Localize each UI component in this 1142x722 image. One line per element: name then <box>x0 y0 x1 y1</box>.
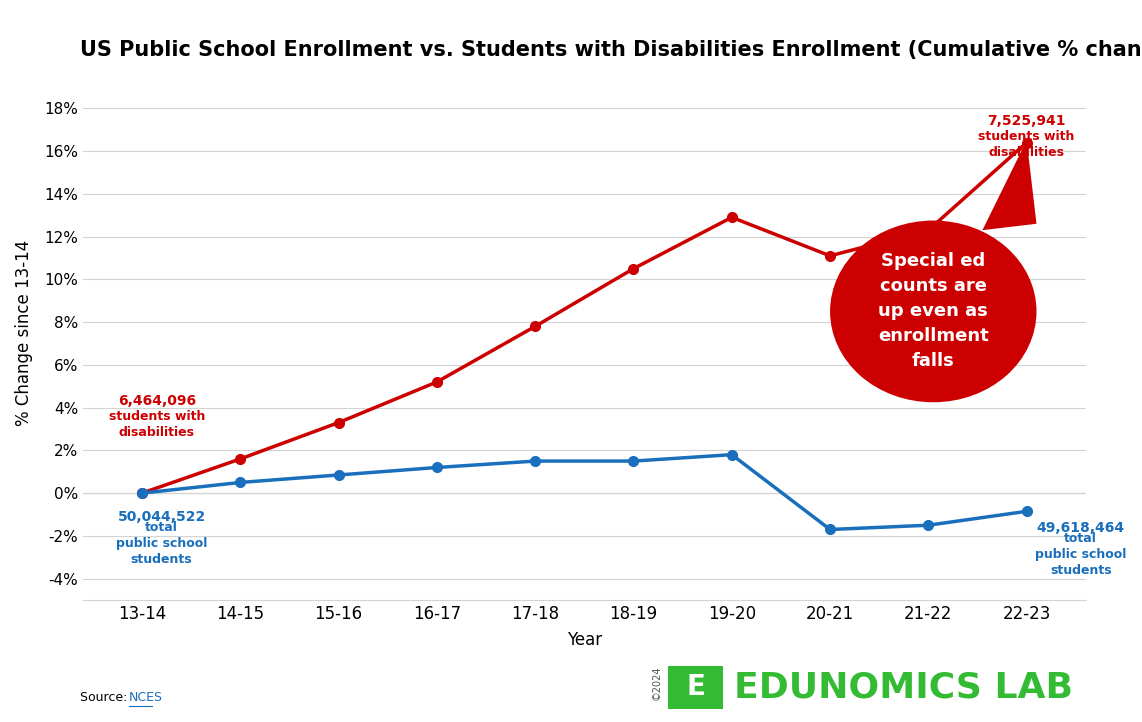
Text: 49,618,464: 49,618,464 <box>1037 521 1125 535</box>
X-axis label: Year: Year <box>566 631 602 649</box>
Text: students with
disabilities: students with disabilities <box>979 130 1075 159</box>
Text: 50,044,522: 50,044,522 <box>118 510 206 524</box>
Text: Source:: Source: <box>80 691 131 704</box>
Text: E: E <box>686 674 705 701</box>
Ellipse shape <box>830 220 1037 402</box>
Text: students with
disabilities: students with disabilities <box>108 410 204 439</box>
Text: Special ed
counts are
up even as
enrollment
falls: Special ed counts are up even as enrollm… <box>878 253 989 370</box>
Text: ©2024: ©2024 <box>652 665 661 700</box>
Text: EDUNOMICS LAB: EDUNOMICS LAB <box>734 670 1073 705</box>
Text: total
public school
students: total public school students <box>116 521 208 566</box>
Text: NCES: NCES <box>129 691 163 704</box>
Text: total
public school
students: total public school students <box>1035 531 1126 577</box>
Text: US Public School Enrollment vs. Students with Disabilities Enrollment (Cumulativ: US Public School Enrollment vs. Students… <box>80 40 1142 60</box>
Text: 7,525,941: 7,525,941 <box>988 113 1065 128</box>
Text: 6,464,096: 6,464,096 <box>118 393 195 408</box>
Polygon shape <box>982 140 1037 230</box>
Y-axis label: % Change since 13-14: % Change since 13-14 <box>15 240 33 426</box>
